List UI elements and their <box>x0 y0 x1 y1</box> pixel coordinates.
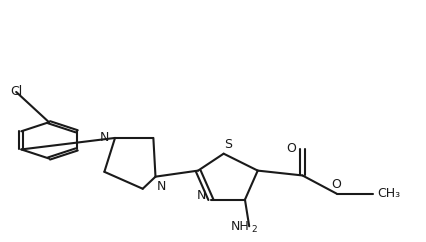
Text: N: N <box>99 131 109 144</box>
Text: N: N <box>156 180 166 193</box>
Text: 2: 2 <box>251 225 257 234</box>
Text: O: O <box>286 142 296 155</box>
Text: Cl: Cl <box>10 85 22 98</box>
Text: NH: NH <box>230 220 249 233</box>
Text: O: O <box>331 178 342 191</box>
Text: CH₃: CH₃ <box>377 187 400 200</box>
Text: S: S <box>224 138 232 151</box>
Text: N: N <box>197 189 207 202</box>
